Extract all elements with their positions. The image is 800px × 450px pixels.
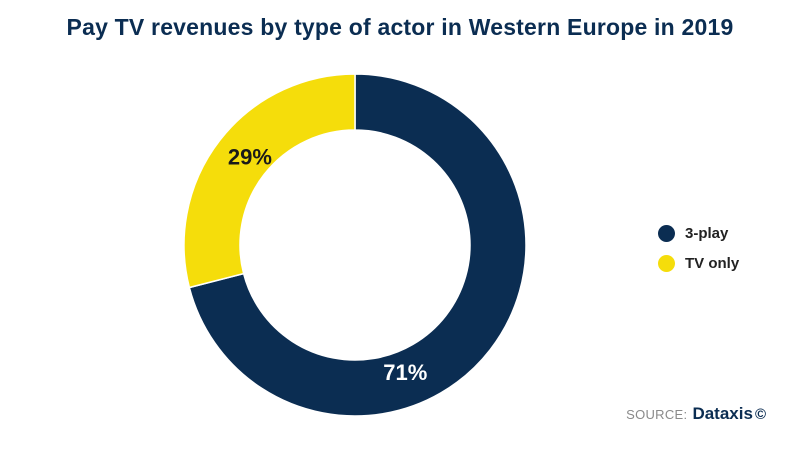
slice-value-label: 71%: [383, 360, 427, 385]
legend-label: 3-play: [685, 224, 729, 242]
legend-item-tv-only[interactable]: TV only: [658, 248, 739, 278]
chart-title: Pay TV revenues by type of actor in West…: [66, 14, 734, 40]
legend-swatch-tv-only: [658, 254, 675, 272]
source-brand-logo: Dataxis: [692, 404, 753, 423]
legend-label: TV only: [685, 254, 740, 272]
donut-slice-3-play[interactable]: [188, 73, 527, 417]
legend: 3-play TV only: [658, 218, 739, 278]
source-prefix: SOURCE:: [626, 407, 688, 422]
slice-value-label: 29%: [228, 145, 272, 170]
donut-slice-tv-only[interactable]: [183, 73, 356, 289]
legend-item-3-play[interactable]: 3-play: [658, 218, 739, 248]
copyright-mark: ©: [754, 406, 766, 423]
legend-swatch-3-play: [658, 224, 675, 242]
source-credit: SOURCE: Dataxis ©: [626, 404, 766, 424]
